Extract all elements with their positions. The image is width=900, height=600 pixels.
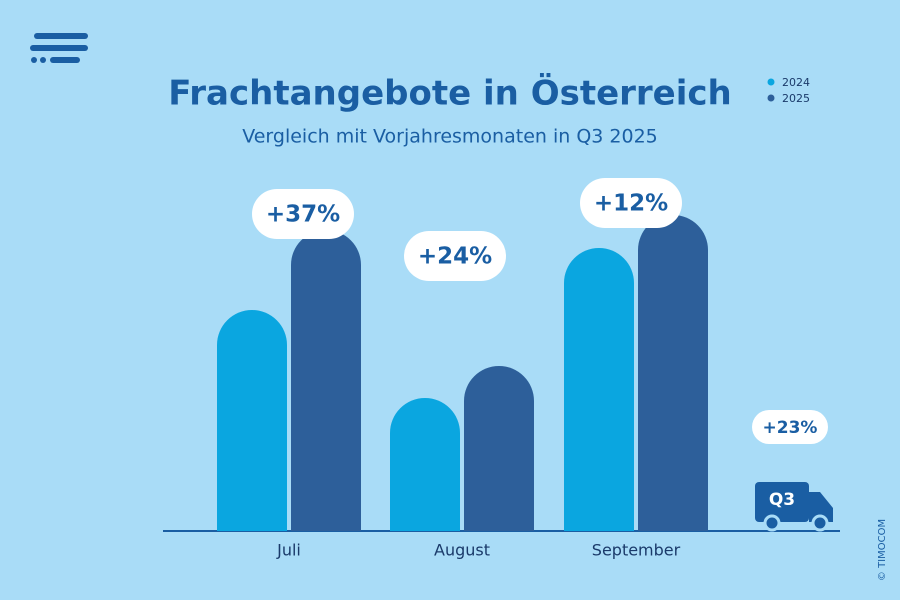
legend-label: 2024 [782, 76, 810, 89]
change-label: +24% [418, 244, 492, 270]
logo [30, 33, 88, 63]
legend-marker [767, 78, 775, 86]
x-tick-label: September [592, 541, 681, 560]
legend-label: 2025 [782, 92, 810, 105]
bar [390, 398, 460, 531]
bar [564, 248, 634, 531]
truck [755, 482, 833, 532]
change-bubble [752, 410, 828, 444]
legend-marker [767, 94, 775, 102]
bar [464, 366, 534, 531]
chart-subtitle: Vergleich mit Vorjahresmonaten in Q3 202… [242, 126, 658, 148]
change-bubble [580, 178, 682, 228]
bar [638, 215, 708, 531]
change-bubble [252, 189, 354, 239]
chart-title: Frachtangebote in Österreich [168, 73, 732, 114]
total-change: +23% [763, 418, 818, 438]
x-tick-label: Juli [276, 541, 301, 560]
total-label: Q3 [769, 490, 795, 510]
copyright: © TIMOCOM [877, 519, 888, 581]
change-label: +37% [266, 202, 340, 228]
change-label: +12% [594, 191, 668, 217]
bar [217, 310, 287, 531]
bar [291, 230, 361, 531]
change-bubble [404, 231, 506, 281]
x-tick-label: August [434, 541, 490, 560]
